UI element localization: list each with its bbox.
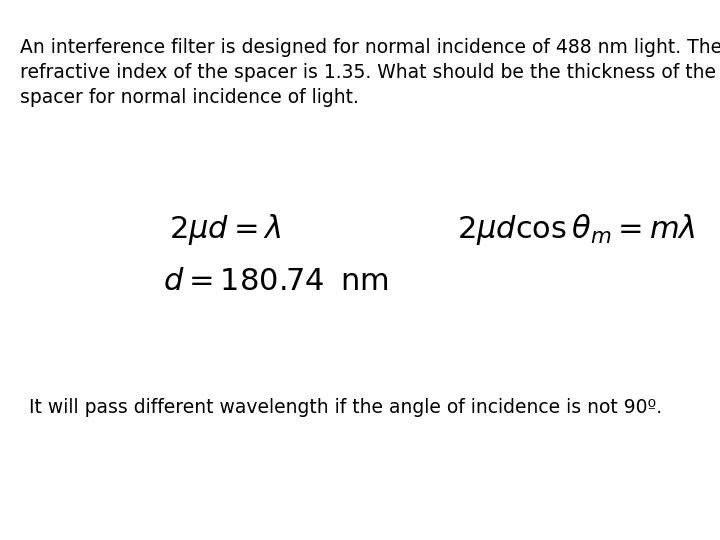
Text: An interference filter is designed for normal incidence of 488 nm light. The
ref: An interference filter is designed for n…: [20, 38, 720, 107]
Text: $d =180.74 \;\; \mathrm{nm}$: $d =180.74 \;\; \mathrm{nm}$: [163, 267, 390, 296]
Text: $2\mu d \cos \theta_m = m\lambda$: $2\mu d \cos \theta_m = m\lambda$: [457, 212, 696, 247]
Text: It will pass different wavelength if the angle of incidence is not 90º.: It will pass different wavelength if the…: [29, 398, 662, 417]
Text: $2\mu d = \lambda$: $2\mu d = \lambda$: [169, 212, 282, 247]
